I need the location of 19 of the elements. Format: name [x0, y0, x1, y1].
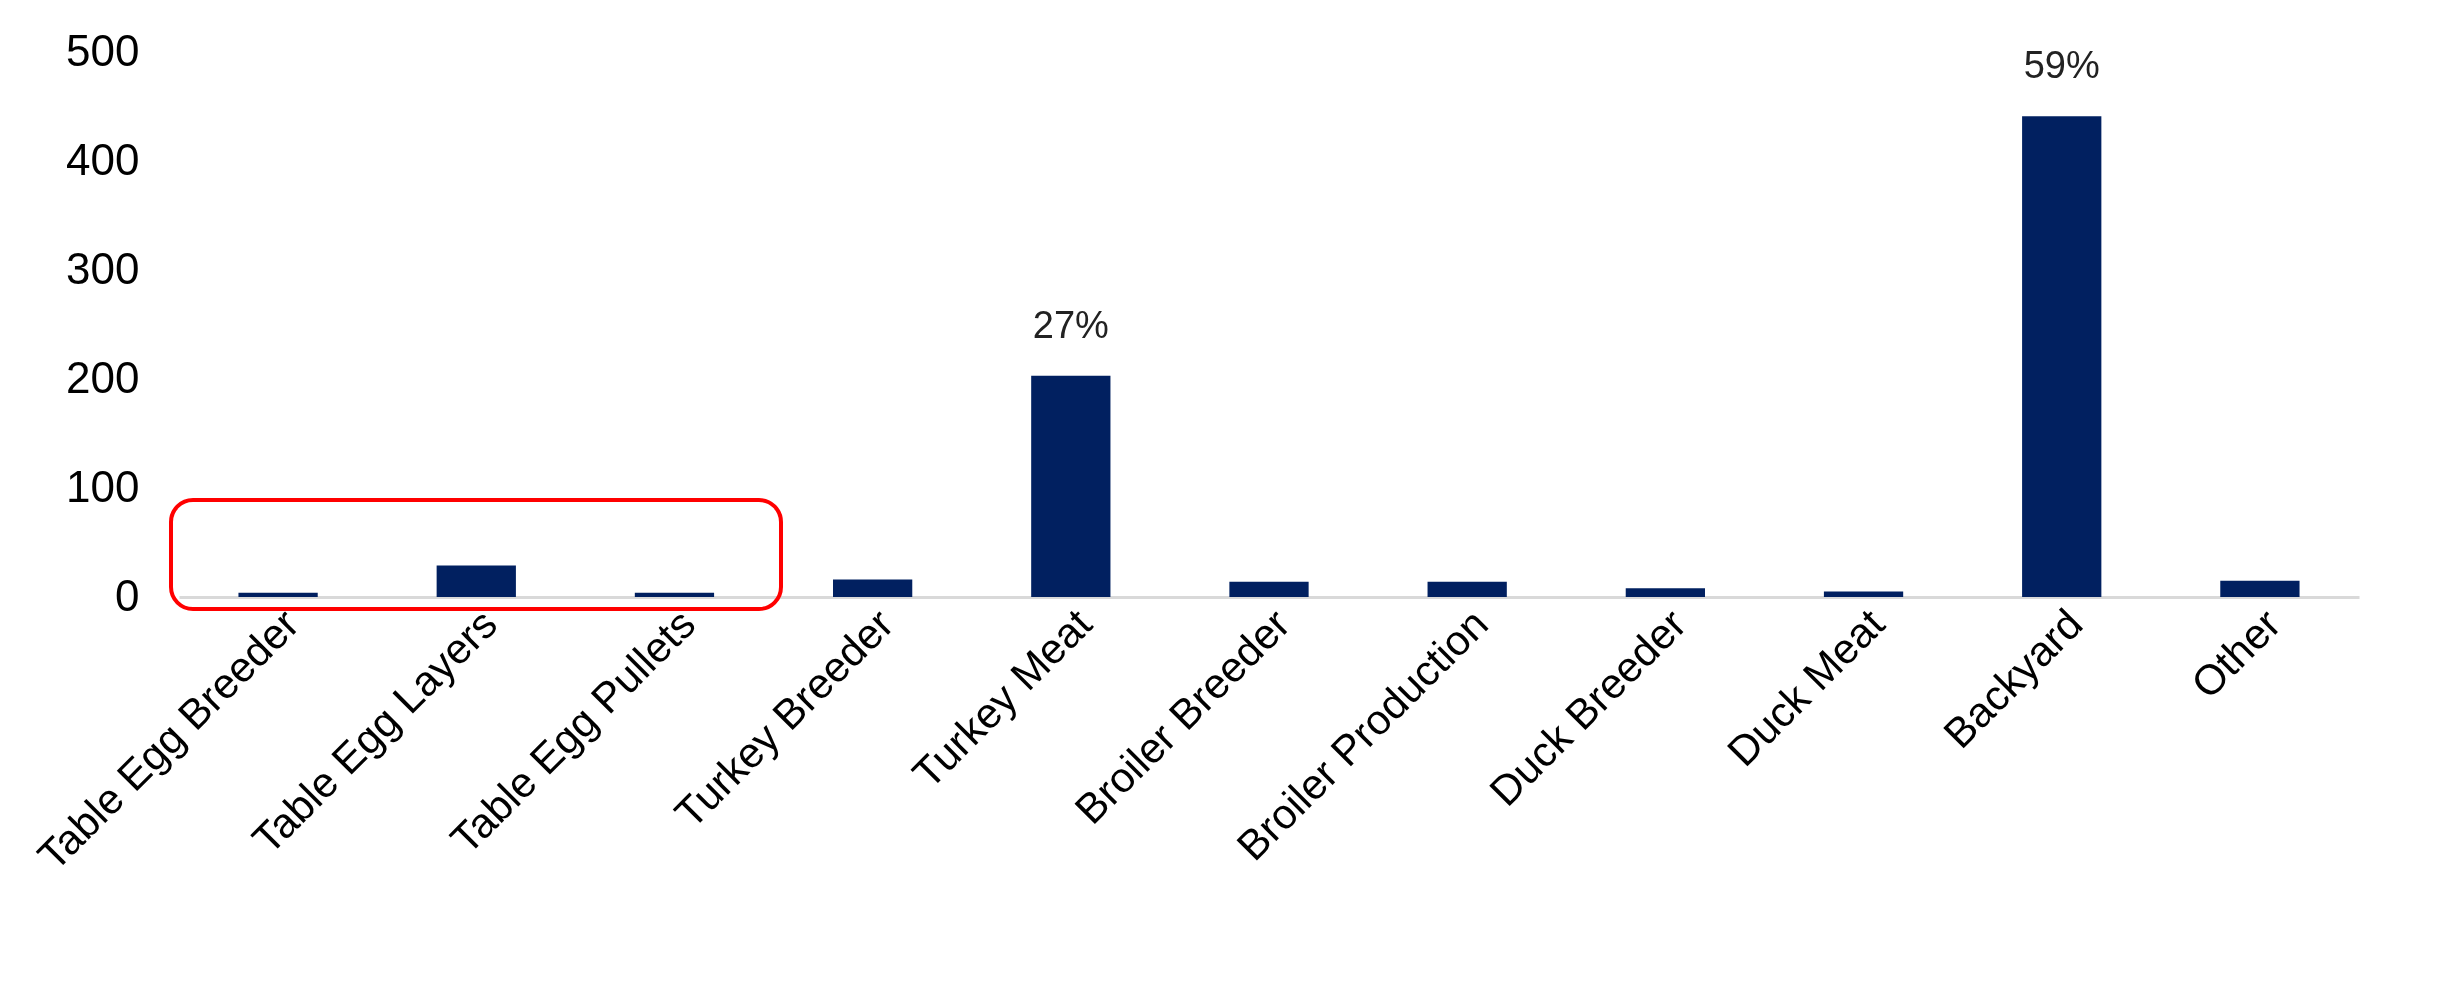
bar — [1823, 591, 1904, 597]
annotation: 59% — [2023, 44, 2100, 87]
bar — [1427, 581, 1507, 597]
bar — [436, 565, 516, 597]
bar — [1229, 581, 1309, 597]
bar — [634, 592, 715, 597]
bar — [2022, 116, 2102, 597]
y-tick-label: 400 — [66, 134, 140, 184]
y-tick-label: 0 — [115, 570, 140, 620]
y-tick-label: 100 — [66, 461, 140, 511]
bar — [1625, 588, 1705, 597]
y-tick-label: 500 — [66, 25, 140, 75]
bar — [833, 579, 913, 597]
y-tick-label: 200 — [66, 352, 140, 402]
bar — [1031, 375, 1111, 597]
y-tick-label: 300 — [66, 243, 140, 293]
annotation: 27% — [1032, 303, 1109, 346]
bar — [238, 592, 318, 597]
bar — [2220, 580, 2300, 597]
